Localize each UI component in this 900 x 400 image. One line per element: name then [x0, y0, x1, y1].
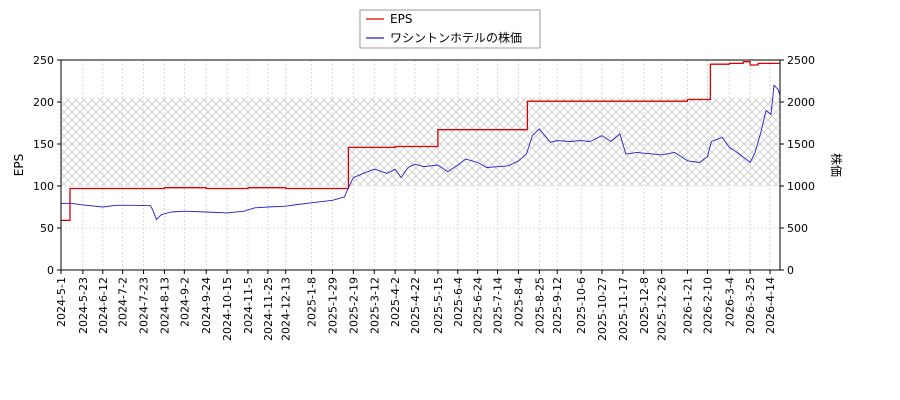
right-tick-label-4: 2000 [787, 96, 815, 109]
series-line-1 [61, 84, 780, 221]
x-tick-label-21: 2025-7-14 [492, 277, 505, 334]
x-tick-label-15: 2025-3-12 [368, 277, 381, 334]
left-axis: 0 50 100 150 200 250 [33, 54, 61, 277]
x-tick-label-16: 2025-4-2 [389, 277, 402, 327]
left-tick-label-5: 250 [33, 54, 54, 67]
x-tick-label-3: 2024-7-2 [117, 277, 130, 327]
left-tick-label-1: 50 [40, 222, 54, 235]
right-axis-title: 株価 [829, 153, 844, 177]
x-tick-label-4: 2024-7-23 [138, 277, 151, 334]
x-axis: 2024-5-1 2024-5-23 2024-6-12 2024-7-2 2024-7… [55, 270, 777, 341]
x-tick-label-22: 2025-8-4 [512, 277, 525, 327]
x-tick-label-9: 2024-11-5 [242, 277, 255, 334]
left-tick-label-4: 200 [33, 96, 54, 109]
crosshatch-band [61, 97, 780, 186]
right-tick-label-2: 1000 [787, 180, 815, 193]
x-tick-label-13: 2025-1-29 [326, 277, 339, 334]
x-tick-label-34: 2026-4-14 [764, 277, 777, 334]
left-tick-label-3: 150 [33, 138, 54, 151]
x-tick-label-25: 2025-10-6 [575, 277, 588, 334]
left-axis-title: EPS [12, 154, 26, 176]
grid [60, 59, 780, 271]
x-tick-label-27: 2025-11-17 [617, 277, 630, 341]
right-tick-label-1: 500 [787, 222, 808, 235]
left-tick-label-2: 100 [33, 180, 54, 193]
right-tick-label-5: 2500 [787, 54, 815, 67]
x-tick-label-31: 2026-2-10 [701, 277, 714, 334]
x-tick-label-12: 2025-1-8 [306, 277, 319, 327]
x-tick-label-8: 2024-10-15 [221, 277, 234, 341]
x-tick-label-14: 2025-2-19 [347, 277, 360, 334]
series-lines [61, 61, 780, 222]
x-tick-label-1: 2024-5-23 [77, 277, 90, 334]
x-tick-label-17: 2025-4-22 [409, 277, 422, 334]
x-tick-label-5: 2024-8-13 [158, 277, 171, 334]
left-tick-label-0: 0 [47, 264, 54, 277]
x-tick-label-6: 2024-9-2 [178, 277, 191, 327]
x-tick-label-19: 2025-6-4 [452, 277, 465, 327]
x-tick-label-26: 2025-10-27 [596, 277, 609, 341]
right-tick-label-3: 1500 [787, 138, 815, 151]
x-tick-label-2: 2024-6-12 [97, 277, 110, 334]
legend-label-eps: EPS [390, 12, 412, 26]
right-axis: 0 500 1000 1500 2000 2500 [780, 54, 815, 277]
plot-frame [60, 59, 781, 271]
x-tick-label-18: 2025-5-15 [432, 277, 445, 334]
right-tick-label-0: 0 [787, 264, 794, 277]
series-line-0 [61, 61, 780, 222]
x-tick-label-30: 2026-1-21 [682, 277, 695, 334]
x-tick-label-7: 2024-9-24 [200, 277, 213, 334]
x-tick-label-11: 2024-12-13 [280, 277, 293, 341]
x-tick-label-24: 2025-9-12 [551, 277, 564, 334]
legend: EPS ワシントンホテルの株価 [359, 9, 541, 49]
x-tick-label-32: 2026-3-4 [723, 277, 736, 327]
x-tick-label-10: 2024-11-25 [262, 277, 275, 341]
x-tick-label-28: 2025-12-8 [638, 277, 651, 334]
band-fill [61, 97, 780, 186]
x-tick-label-29: 2025-12-26 [656, 277, 669, 341]
legend-label-price: ワシントンホテルの株価 [390, 30, 522, 45]
x-tick-label-33: 2026-3-25 [744, 277, 757, 334]
x-tick-label-20: 2025-6-24 [472, 277, 485, 334]
x-tick-label-0: 2024-5-1 [55, 277, 68, 327]
x-tick-label-23: 2025-8-25 [533, 277, 546, 334]
legend-box [359, 9, 541, 49]
